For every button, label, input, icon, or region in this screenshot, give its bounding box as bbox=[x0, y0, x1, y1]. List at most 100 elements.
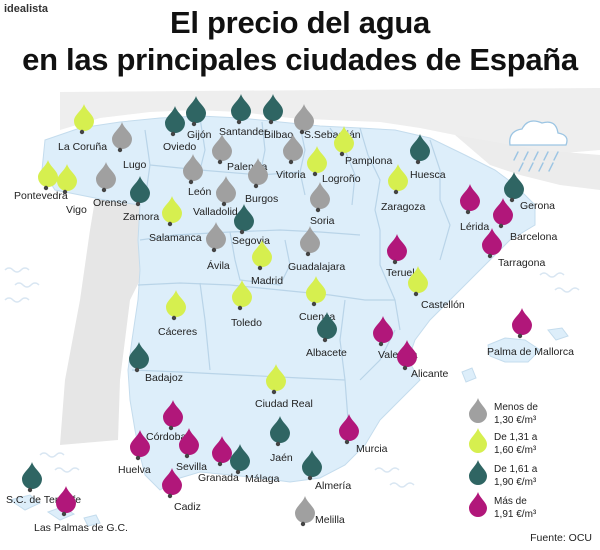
city-caceres: Cáceres bbox=[158, 290, 197, 338]
water-drop-icon bbox=[387, 234, 407, 261]
city-dot bbox=[487, 253, 493, 259]
legend-label-line2: 1,91 €/m³ bbox=[494, 509, 537, 520]
city-dot bbox=[211, 247, 217, 253]
water-drop-icon bbox=[38, 160, 58, 187]
city-label: Soria bbox=[310, 215, 335, 227]
city-leon: León bbox=[183, 154, 212, 198]
city-label: La Coruña bbox=[58, 141, 107, 153]
city-dot bbox=[344, 439, 350, 445]
city-dot bbox=[167, 493, 173, 499]
city-huesca: Huesca bbox=[410, 134, 446, 181]
city-dot bbox=[378, 341, 384, 347]
water-drop-icon bbox=[212, 436, 232, 463]
city-dot bbox=[253, 183, 259, 189]
city-label: Huesca bbox=[410, 169, 446, 181]
city-dot bbox=[465, 209, 471, 215]
water-drop-icon bbox=[397, 340, 417, 367]
legend-label-line2: 1,60 €/m³ bbox=[494, 445, 537, 456]
city-melilla: Melilla bbox=[295, 496, 345, 527]
title-line-2: en las principales ciudades de España bbox=[22, 42, 578, 77]
city-ciudad-real: Ciudad Real bbox=[255, 364, 313, 410]
city-label: Melilla bbox=[315, 514, 345, 526]
city-dot bbox=[392, 259, 398, 265]
city-dot bbox=[275, 441, 281, 447]
city-label: Albacete bbox=[306, 347, 347, 359]
city-pamplona: Pamplona bbox=[334, 126, 392, 167]
water-drop-icon bbox=[469, 460, 487, 485]
city-dot bbox=[191, 121, 197, 127]
city-dot bbox=[257, 265, 263, 271]
city-dot bbox=[188, 179, 194, 185]
water-drop-icon bbox=[162, 468, 182, 495]
city-oviedo: Oviedo bbox=[163, 106, 196, 153]
source-note: Fuente: OCU bbox=[530, 532, 592, 544]
city-label: Zamora bbox=[123, 211, 159, 223]
water-drop-icon bbox=[74, 104, 94, 131]
water-drop-icon bbox=[22, 462, 42, 489]
city-label: Teruel bbox=[386, 267, 415, 279]
water-drop-icon bbox=[56, 486, 76, 513]
city-dot bbox=[300, 521, 306, 527]
city-label: Cáceres bbox=[158, 326, 197, 338]
city-dot bbox=[217, 159, 223, 165]
city-dot bbox=[509, 197, 515, 203]
water-drop-icon bbox=[408, 266, 428, 293]
legend-label-line1: De 1,61 a bbox=[494, 464, 538, 475]
legend-label-line1: De 1,31 a bbox=[494, 432, 538, 443]
city-dot bbox=[413, 291, 419, 297]
water-drop-icon bbox=[230, 444, 250, 471]
water-drop-icon bbox=[165, 106, 185, 133]
city-label: Huelva bbox=[118, 464, 151, 476]
city-dot bbox=[268, 119, 274, 125]
water-drop-icon bbox=[231, 94, 251, 121]
water-drop-icon bbox=[493, 198, 513, 225]
city-gerona: Gerona bbox=[504, 172, 555, 212]
city-label: Barcelona bbox=[510, 231, 557, 243]
city-label: Pontevedra bbox=[14, 190, 68, 202]
city-madrid: Madrid bbox=[251, 240, 283, 287]
city-castellon: Castellón bbox=[408, 266, 465, 311]
legend-item-magenta: Más de 1,91 €/m³ bbox=[469, 492, 537, 520]
city-dot bbox=[299, 129, 305, 135]
city-label: Logroño bbox=[322, 173, 361, 185]
water-drop-icon bbox=[482, 228, 502, 255]
city-zamora: Zamora bbox=[123, 176, 159, 223]
city-dot bbox=[171, 315, 177, 321]
city-label: Palma de Mallorca bbox=[487, 346, 574, 358]
city-label: Orense bbox=[93, 197, 128, 209]
city-dot bbox=[134, 367, 140, 373]
water-drop-icon bbox=[504, 172, 524, 199]
city-label: Sevilla bbox=[176, 461, 207, 473]
city-orense: Orense bbox=[93, 162, 128, 209]
water-drop-icon bbox=[112, 122, 132, 149]
city-label: Lérida bbox=[460, 221, 489, 233]
city-label: Santander bbox=[219, 126, 268, 138]
city-valladolid: Valladolid bbox=[193, 176, 238, 218]
brand-logo: idealista bbox=[4, 3, 49, 15]
city-logrono: Logroño bbox=[307, 146, 361, 185]
city-badajoz: Badajoz bbox=[129, 342, 183, 384]
city-guadalajara: Guadalajara bbox=[288, 226, 345, 273]
water-drop-icon bbox=[295, 496, 315, 523]
water-drop-icon bbox=[294, 104, 314, 131]
city-dot bbox=[271, 389, 277, 395]
city-dot bbox=[339, 151, 345, 157]
city-dot bbox=[311, 301, 317, 307]
water-drop-icon bbox=[300, 226, 320, 253]
water-drop-icon bbox=[130, 430, 150, 457]
city-dot bbox=[307, 475, 313, 481]
city-zaragoza: Zaragoza bbox=[381, 164, 426, 213]
city-barcelona: Barcelona bbox=[493, 198, 557, 243]
water-drop-icon bbox=[307, 146, 327, 173]
city-toledo: Toledo bbox=[231, 280, 262, 329]
legend-label-line2: 1,30 €/m³ bbox=[494, 415, 537, 426]
city-dot bbox=[312, 171, 318, 177]
water-drop-icon bbox=[179, 428, 199, 455]
city-dot bbox=[393, 189, 399, 195]
water-drop-icon bbox=[234, 204, 254, 231]
water-drop-icon bbox=[283, 134, 303, 161]
water-drop-icon bbox=[183, 154, 203, 181]
